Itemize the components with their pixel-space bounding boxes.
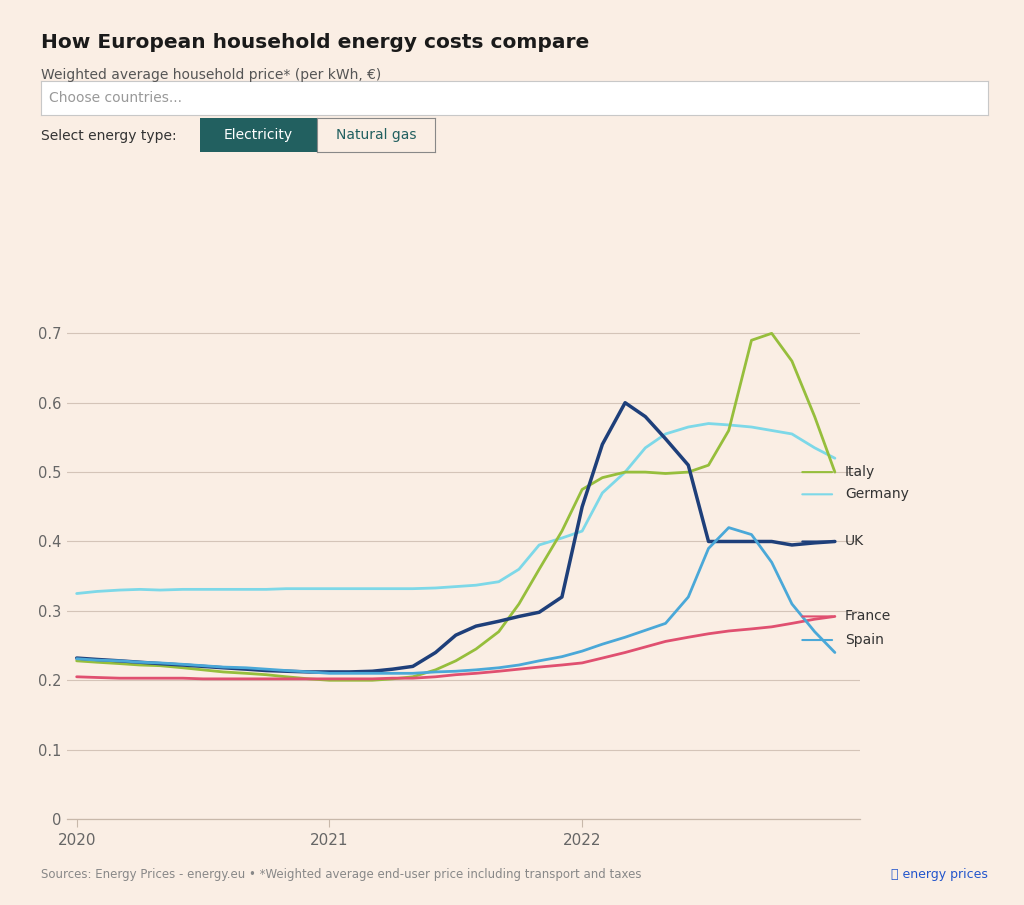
Text: Select energy type:: Select energy type: <box>41 129 176 143</box>
Text: Choose countries...: Choose countries... <box>48 90 181 105</box>
Text: France: France <box>845 609 891 624</box>
Text: Natural gas: Natural gas <box>336 128 417 142</box>
Text: How European household energy costs compare: How European household energy costs comp… <box>41 33 589 52</box>
Text: Spain: Spain <box>845 633 884 647</box>
Text: Germany: Germany <box>845 487 909 501</box>
Text: Italy: Italy <box>845 465 876 479</box>
Text: Sources: Energy Prices - energy.eu • *Weighted average end-user price including : Sources: Energy Prices - energy.eu • *We… <box>41 869 641 881</box>
Text: ⓔ energy prices: ⓔ energy prices <box>891 869 988 881</box>
Text: UK: UK <box>845 535 864 548</box>
Text: Electricity: Electricity <box>224 128 293 142</box>
Text: Weighted average household price* (per kWh, €): Weighted average household price* (per k… <box>41 68 381 81</box>
